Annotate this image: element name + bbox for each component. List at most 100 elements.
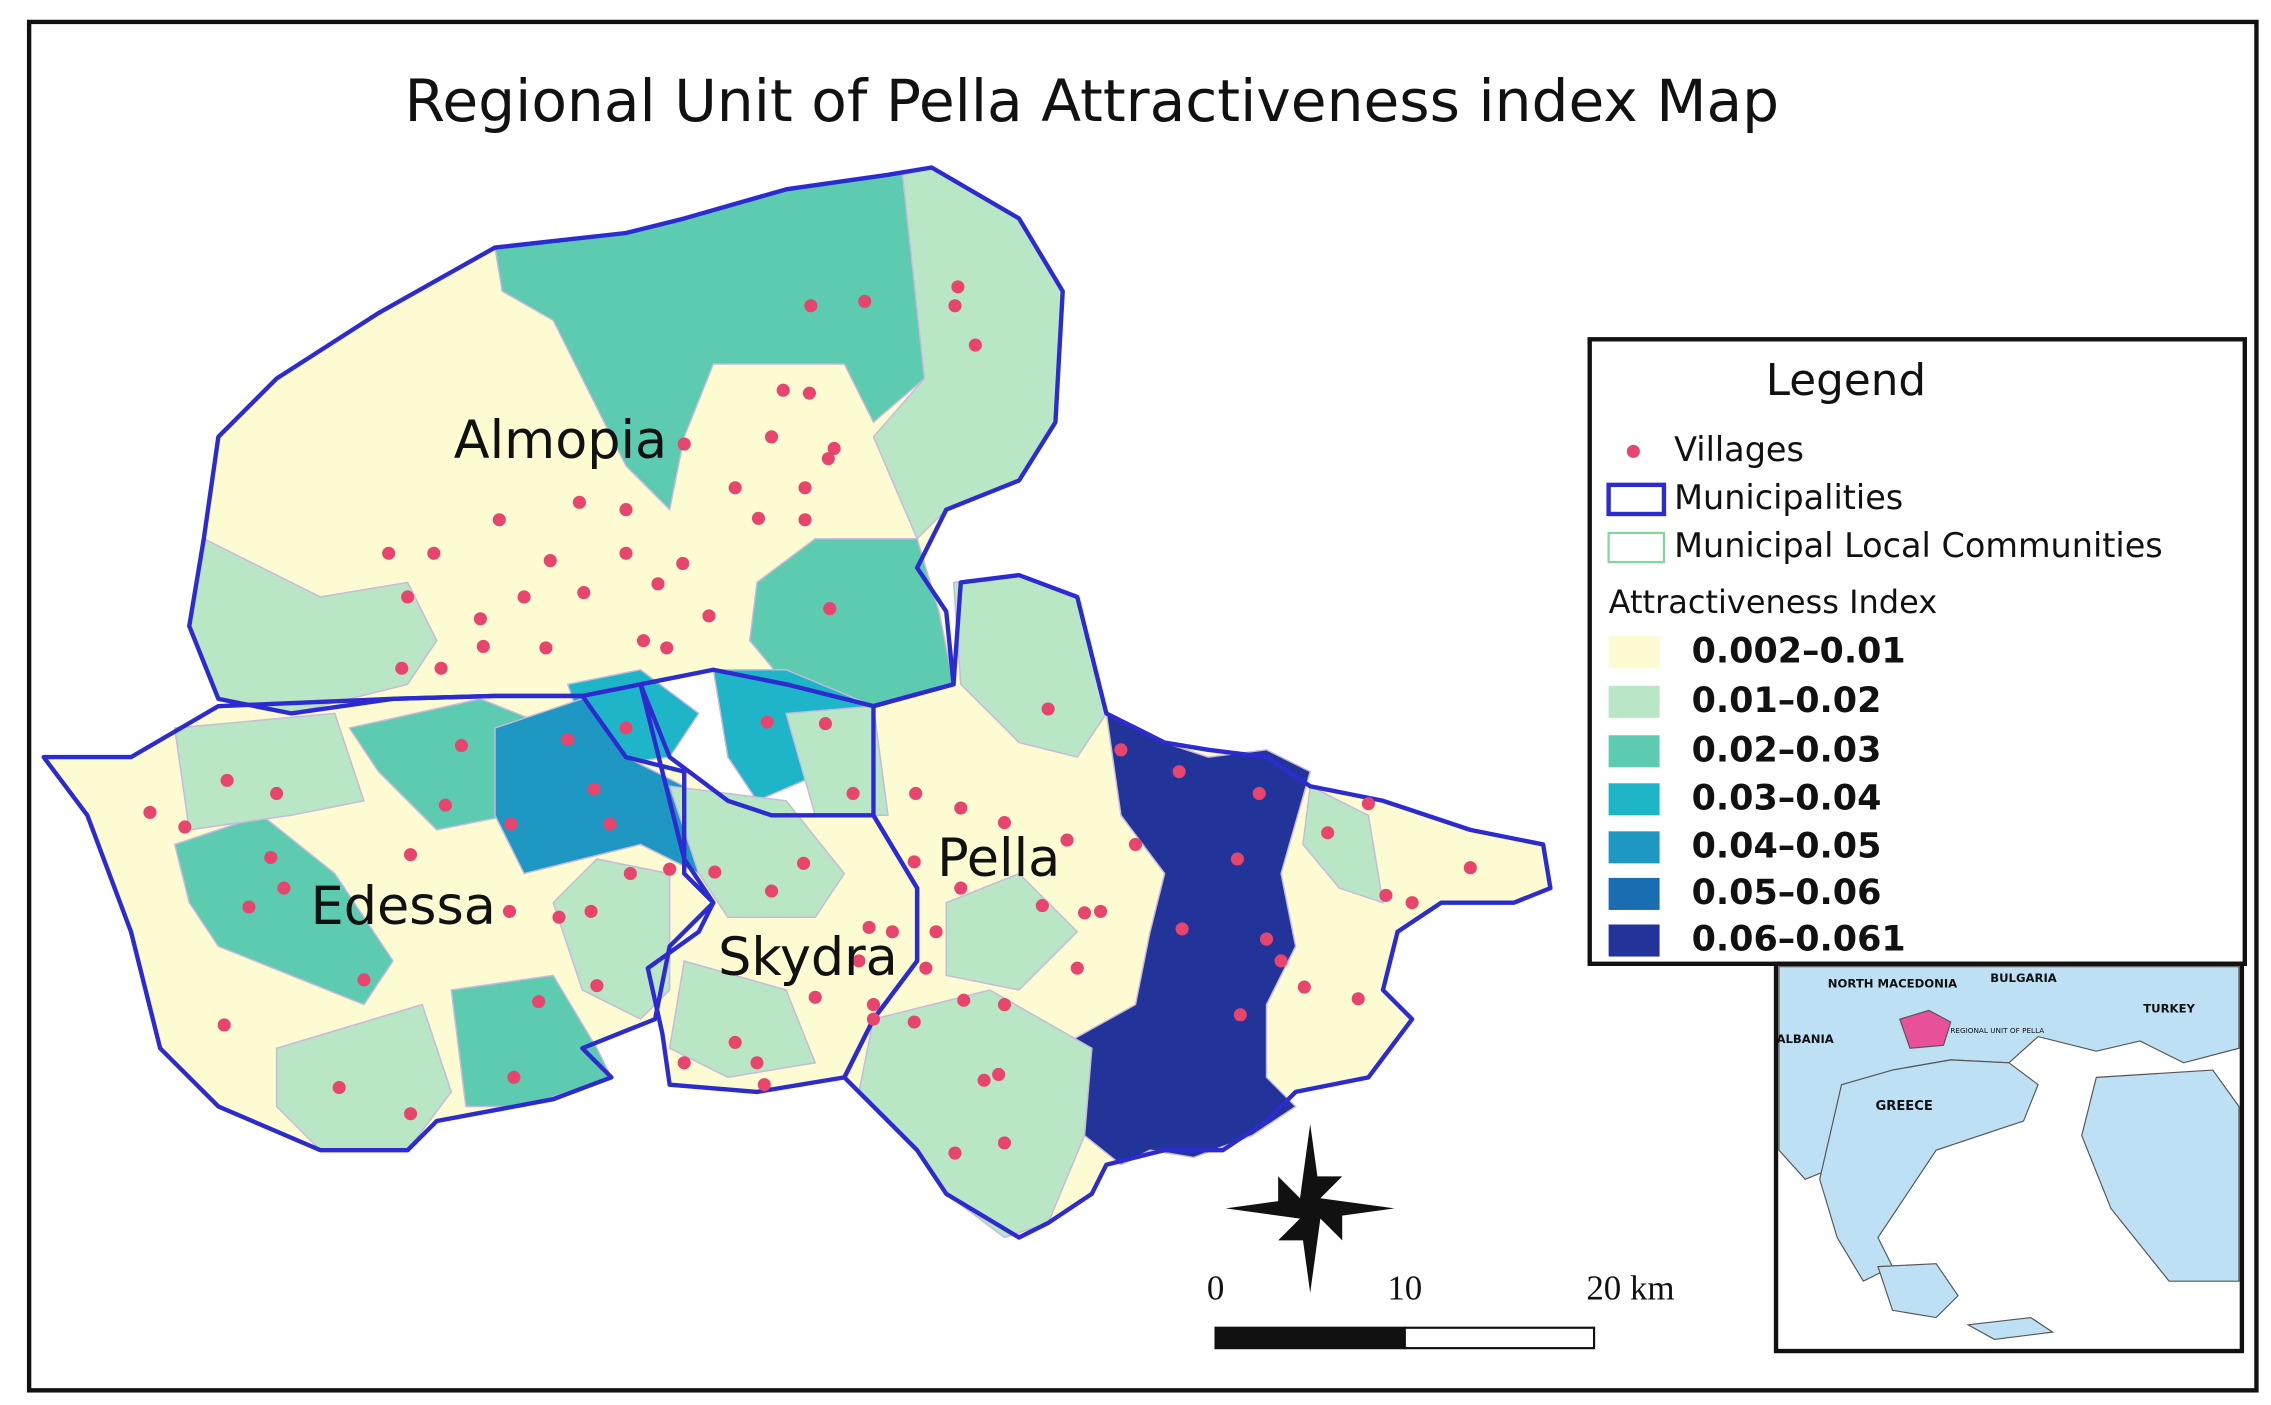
village	[1321, 826, 1335, 840]
village	[866, 1012, 881, 1026]
village	[561, 733, 575, 747]
village	[797, 856, 811, 870]
village	[502, 904, 517, 918]
village	[438, 798, 453, 812]
inset-label: GREECE	[1876, 1099, 1933, 1114]
inset-land	[2081, 1069, 2240, 1282]
village	[776, 383, 790, 397]
village	[997, 1136, 1012, 1150]
legend-village-symbol	[1626, 444, 1640, 458]
legend-item: Municipal Local Communities	[1674, 526, 2163, 565]
village	[1230, 852, 1244, 866]
inset-label: BULGARIA	[1990, 971, 2057, 985]
legend-item: Municipalities	[1674, 478, 1903, 517]
scale-label: 20 km	[1586, 1268, 1674, 1307]
village	[504, 817, 518, 831]
legend-swatch	[1608, 685, 1660, 718]
village	[403, 1107, 418, 1121]
village	[866, 998, 881, 1012]
legend-class-label: 0.04–0.05	[1692, 826, 1882, 866]
inset-land	[1877, 1263, 1959, 1319]
legend-item: Villages	[1674, 430, 1804, 469]
village	[907, 855, 921, 869]
municipality-boundary	[41, 693, 716, 1153]
legend-swatch	[1608, 735, 1660, 768]
village	[757, 1078, 771, 1092]
inset-land	[1819, 1059, 2039, 1282]
village	[663, 862, 677, 876]
village	[765, 430, 779, 444]
legend-community-symbol	[1607, 531, 1666, 564]
legend-box	[1587, 337, 2247, 966]
village	[1070, 961, 1084, 975]
village	[862, 920, 876, 934]
village	[517, 590, 531, 604]
village	[492, 513, 506, 527]
village	[909, 786, 923, 801]
inset-label: NORTH MACEDONIA	[1828, 977, 1957, 991]
legend-swatch	[1608, 877, 1660, 910]
village	[677, 1056, 691, 1070]
inset-label: REGIONAL UNIT OF PELLA	[1950, 1026, 2044, 1035]
inset-map: NORTH MACEDONIA BULGARIA TURKEY ALBANIA …	[1773, 961, 2245, 1354]
scale-label: 10	[1387, 1268, 1422, 1307]
village	[1114, 743, 1128, 757]
village	[543, 554, 557, 568]
legend-subtitle: Attractiveness Index	[1609, 583, 1938, 621]
village	[476, 639, 490, 654]
village	[968, 338, 982, 352]
village	[178, 820, 192, 834]
village	[1041, 702, 1055, 716]
village	[143, 805, 157, 819]
village	[584, 904, 598, 918]
municipality-label: Pella	[937, 828, 1060, 889]
village	[357, 973, 371, 987]
village	[619, 503, 633, 517]
village	[532, 995, 546, 1009]
village	[270, 786, 284, 801]
village	[852, 954, 866, 968]
community-region	[668, 785, 846, 918]
village	[751, 511, 766, 525]
regions	[42, 166, 1552, 1239]
village	[1463, 861, 1477, 875]
village	[1259, 932, 1274, 946]
community-region	[1069, 712, 1312, 1166]
community-region	[785, 705, 889, 817]
village	[1252, 786, 1266, 801]
legend-class-label: 0.02–0.03	[1692, 730, 1882, 770]
inset-pella	[1899, 1009, 1952, 1049]
village	[401, 590, 415, 604]
village	[677, 437, 691, 451]
village	[728, 481, 742, 495]
inset-island	[1966, 1316, 2055, 1341]
village	[577, 586, 591, 600]
village	[587, 782, 601, 796]
village	[977, 1073, 991, 1087]
inset-label: ALBANIA	[1776, 1032, 1833, 1046]
village	[427, 546, 441, 560]
village	[1172, 765, 1186, 779]
village	[676, 556, 690, 571]
village	[1361, 797, 1375, 811]
village	[804, 299, 818, 313]
village	[619, 546, 633, 560]
village	[264, 850, 278, 865]
village	[619, 721, 633, 735]
village	[434, 661, 448, 675]
village	[1077, 906, 1092, 920]
village	[708, 865, 722, 879]
village	[728, 1035, 742, 1049]
legend-swatch	[1608, 924, 1660, 957]
village	[798, 513, 812, 527]
village	[750, 1056, 764, 1070]
map-title: Regional Unit of Pella Attractiveness in…	[405, 67, 1780, 135]
village	[1379, 888, 1393, 902]
village	[823, 602, 837, 616]
village	[660, 641, 674, 655]
village	[929, 925, 943, 939]
village	[382, 546, 396, 560]
village	[277, 881, 291, 895]
